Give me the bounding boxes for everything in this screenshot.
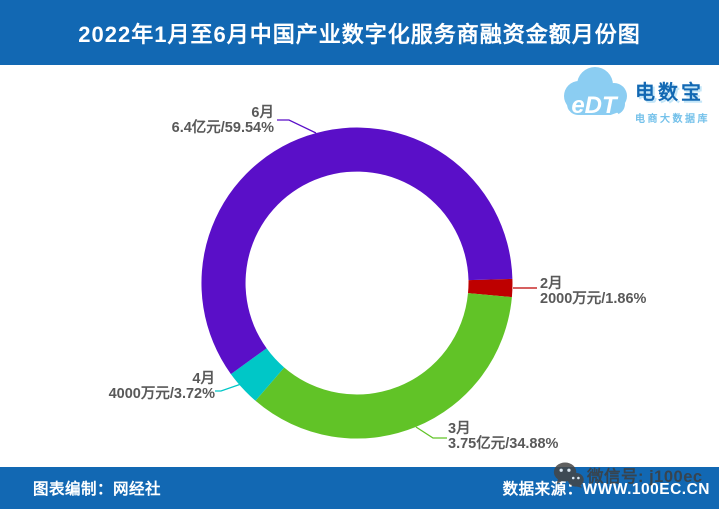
slice-value: 6.4亿元/59.54% xyxy=(171,120,274,136)
brand-subtitle: 电商大数据库 xyxy=(635,114,710,125)
slice-value: 3.75亿元/34.88% xyxy=(448,436,559,452)
slice-label-april: 4月 4000万元/3.72% xyxy=(109,372,215,402)
footer-bar: 图表编制：网经社 数据来源：WWW.100EC.CN xyxy=(0,467,719,509)
watermark-text: 微信号: j100ec xyxy=(587,468,703,486)
slice-label-february: 2月 2000万元/1.86% xyxy=(540,277,646,307)
slice-month: 4月 xyxy=(192,371,215,387)
leader-line-apr xyxy=(215,382,245,392)
leader-line-jun xyxy=(277,119,317,134)
leader-line-mar xyxy=(415,426,447,439)
chart-title: 2022年1月至6月中国产业数字化服务商融资金额月份图 xyxy=(78,21,641,47)
title-bar: 2022年1月至6月中国产业数字化服务商融资金额月份图 xyxy=(0,0,719,65)
brand-logo: eDT 电数宝 电商大数据库 xyxy=(555,63,717,125)
cloud-logo-icon: eDT xyxy=(564,67,627,122)
wechat-icon xyxy=(553,462,584,488)
slice-value: 2000万元/1.86% xyxy=(540,291,647,307)
pie-slice-3 xyxy=(201,127,513,375)
label-leader-lines xyxy=(215,119,537,439)
pie-slice-2 xyxy=(230,348,285,401)
footer-source: 数据来源：WWW.100EC.CN xyxy=(502,481,710,498)
slice-month: 2月 xyxy=(540,276,563,292)
slice-month: 6月 xyxy=(251,105,274,121)
slice-value: 4000万元/3.72% xyxy=(108,386,215,402)
brand-name: 电数宝 xyxy=(635,82,704,104)
brand-text-block: 电数宝 电商大数据库 xyxy=(635,76,710,125)
pie-slice-1 xyxy=(255,293,512,439)
donut-slices xyxy=(201,127,513,439)
slice-label-june: 6月 6.4亿元/59.54% xyxy=(172,106,274,136)
wechat-watermark: 微信号: j100ec xyxy=(553,461,703,489)
slice-label-march: 3月 3.75亿元/34.88% xyxy=(448,422,558,452)
slice-month: 3月 xyxy=(448,421,471,437)
pie-slice-0 xyxy=(468,278,513,298)
footer-credit: 图表编制：网经社 xyxy=(33,481,162,498)
cloud-logo-text: eDT xyxy=(571,92,619,119)
